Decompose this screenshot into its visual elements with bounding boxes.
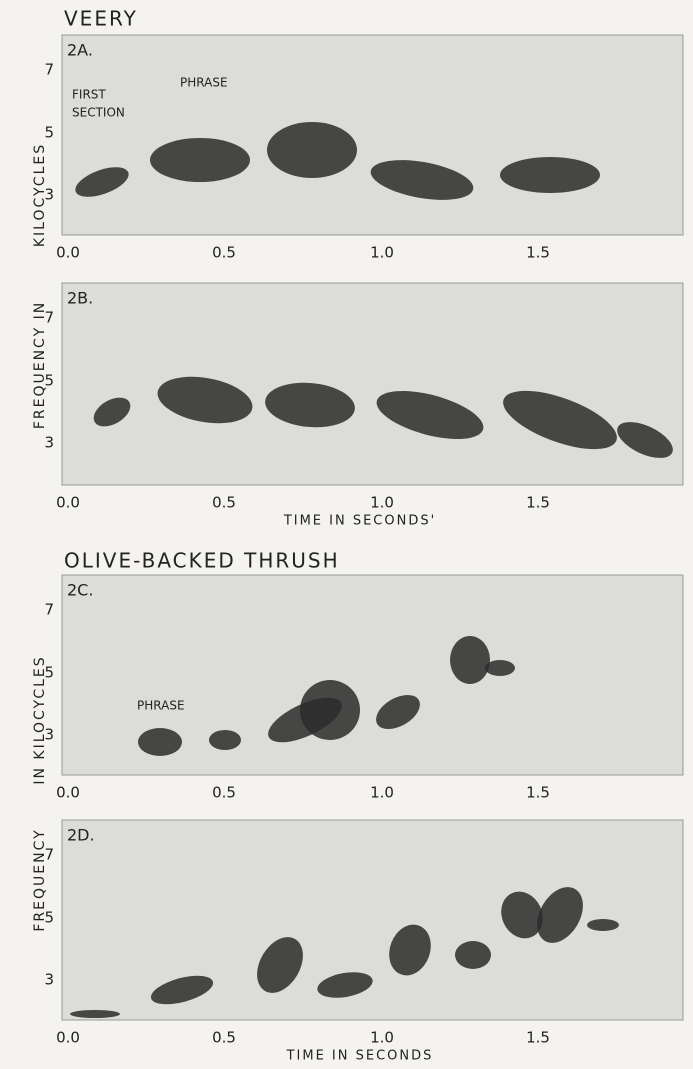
spectrogram-trace <box>587 919 619 931</box>
x-tick-label: 0.0 <box>56 1029 80 1047</box>
section-title: OLIVE-BACKED THRUSH <box>64 549 340 573</box>
y-tick-label: 7 <box>44 309 54 327</box>
x-tick-label: 0.5 <box>212 1029 236 1047</box>
x-tick-label: 1.5 <box>526 244 550 262</box>
spectrogram-trace <box>157 376 253 424</box>
spectrogram-trace <box>501 891 543 939</box>
annotation: SECTION <box>72 106 125 120</box>
y-tick-label: 5 <box>44 124 54 142</box>
panel-label: 2B. <box>67 289 93 308</box>
spectrogram-trace <box>70 1010 120 1018</box>
x-axis-label: TIME IN SECONDS <box>286 1049 434 1064</box>
spectrogram-trace <box>450 636 490 684</box>
y-axis-label: FREQUENCY <box>32 828 48 931</box>
spectrogram-trace <box>209 730 241 750</box>
spectrogram-trace <box>455 941 491 969</box>
spectrogram-trace <box>503 390 617 450</box>
y-tick-label: 3 <box>44 186 54 204</box>
x-tick-label: 1.5 <box>526 1029 550 1047</box>
spectrogram-trace <box>370 160 474 200</box>
y-axis-label: IN KILOCYCLES <box>32 655 48 784</box>
annotation: PHRASE <box>137 699 185 713</box>
panel-label: 2A. <box>67 41 93 60</box>
y-tick-label: 7 <box>44 601 54 619</box>
x-tick-label: 0.0 <box>56 244 80 262</box>
spectrogram-trace <box>267 122 357 178</box>
spectrogram-trace <box>138 728 182 756</box>
x-tick-label: 1.5 <box>526 784 550 802</box>
spectrogram-trace <box>389 924 431 976</box>
x-tick-label: 1.0 <box>370 244 394 262</box>
x-tick-label: 0.5 <box>212 244 236 262</box>
y-tick-label: 3 <box>44 971 54 989</box>
x-tick-label: 1.0 <box>370 784 394 802</box>
y-tick-label: 5 <box>44 909 54 927</box>
y-tick-label: 3 <box>44 434 54 452</box>
x-tick-label: 0.0 <box>56 784 80 802</box>
y-tick-label: 7 <box>44 846 54 864</box>
x-tick-label: 0.5 <box>212 494 236 512</box>
spectrogram-trace <box>500 157 600 193</box>
spectrogram-trace <box>617 422 673 458</box>
spectrogram-panel <box>61 282 684 486</box>
spectrogram-panel <box>61 34 684 236</box>
spectrogram-trace <box>150 975 214 1005</box>
panel-label: 2C. <box>67 581 93 600</box>
annotation: PHRASE <box>180 76 228 90</box>
spectrogram-trace <box>376 391 484 439</box>
y-axis-label: FREQUENCY IN <box>32 301 48 429</box>
y-tick-label: 3 <box>44 726 54 744</box>
x-tick-label: 0.5 <box>212 784 236 802</box>
spectrogram-trace <box>150 138 250 182</box>
y-tick-label: 7 <box>44 61 54 79</box>
x-tick-label: 0.0 <box>56 494 80 512</box>
spectrogram-trace <box>93 397 131 427</box>
y-tick-label: 5 <box>44 664 54 682</box>
spectrogram-trace <box>317 972 373 998</box>
spectrogram-trace <box>257 937 303 993</box>
section-title: VEERY <box>64 7 138 31</box>
spectrogram-trace <box>537 887 583 943</box>
spectrogram-trace <box>376 694 420 730</box>
x-tick-label: 1.0 <box>370 494 394 512</box>
spectrogram-trace <box>485 660 515 676</box>
annotation: FIRST <box>72 88 106 102</box>
x-tick-label: 1.0 <box>370 1029 394 1047</box>
y-tick-label: 5 <box>44 372 54 390</box>
x-tick-label: 1.5 <box>526 494 550 512</box>
spectrogram-trace <box>265 382 355 428</box>
spectrogram-trace <box>75 167 129 197</box>
spectrogram-trace <box>300 680 360 740</box>
y-axis-label: KILOCYCLES <box>32 143 48 247</box>
x-axis-label: TIME IN SECONDS' <box>283 514 436 529</box>
panel-label: 2D. <box>67 826 95 845</box>
